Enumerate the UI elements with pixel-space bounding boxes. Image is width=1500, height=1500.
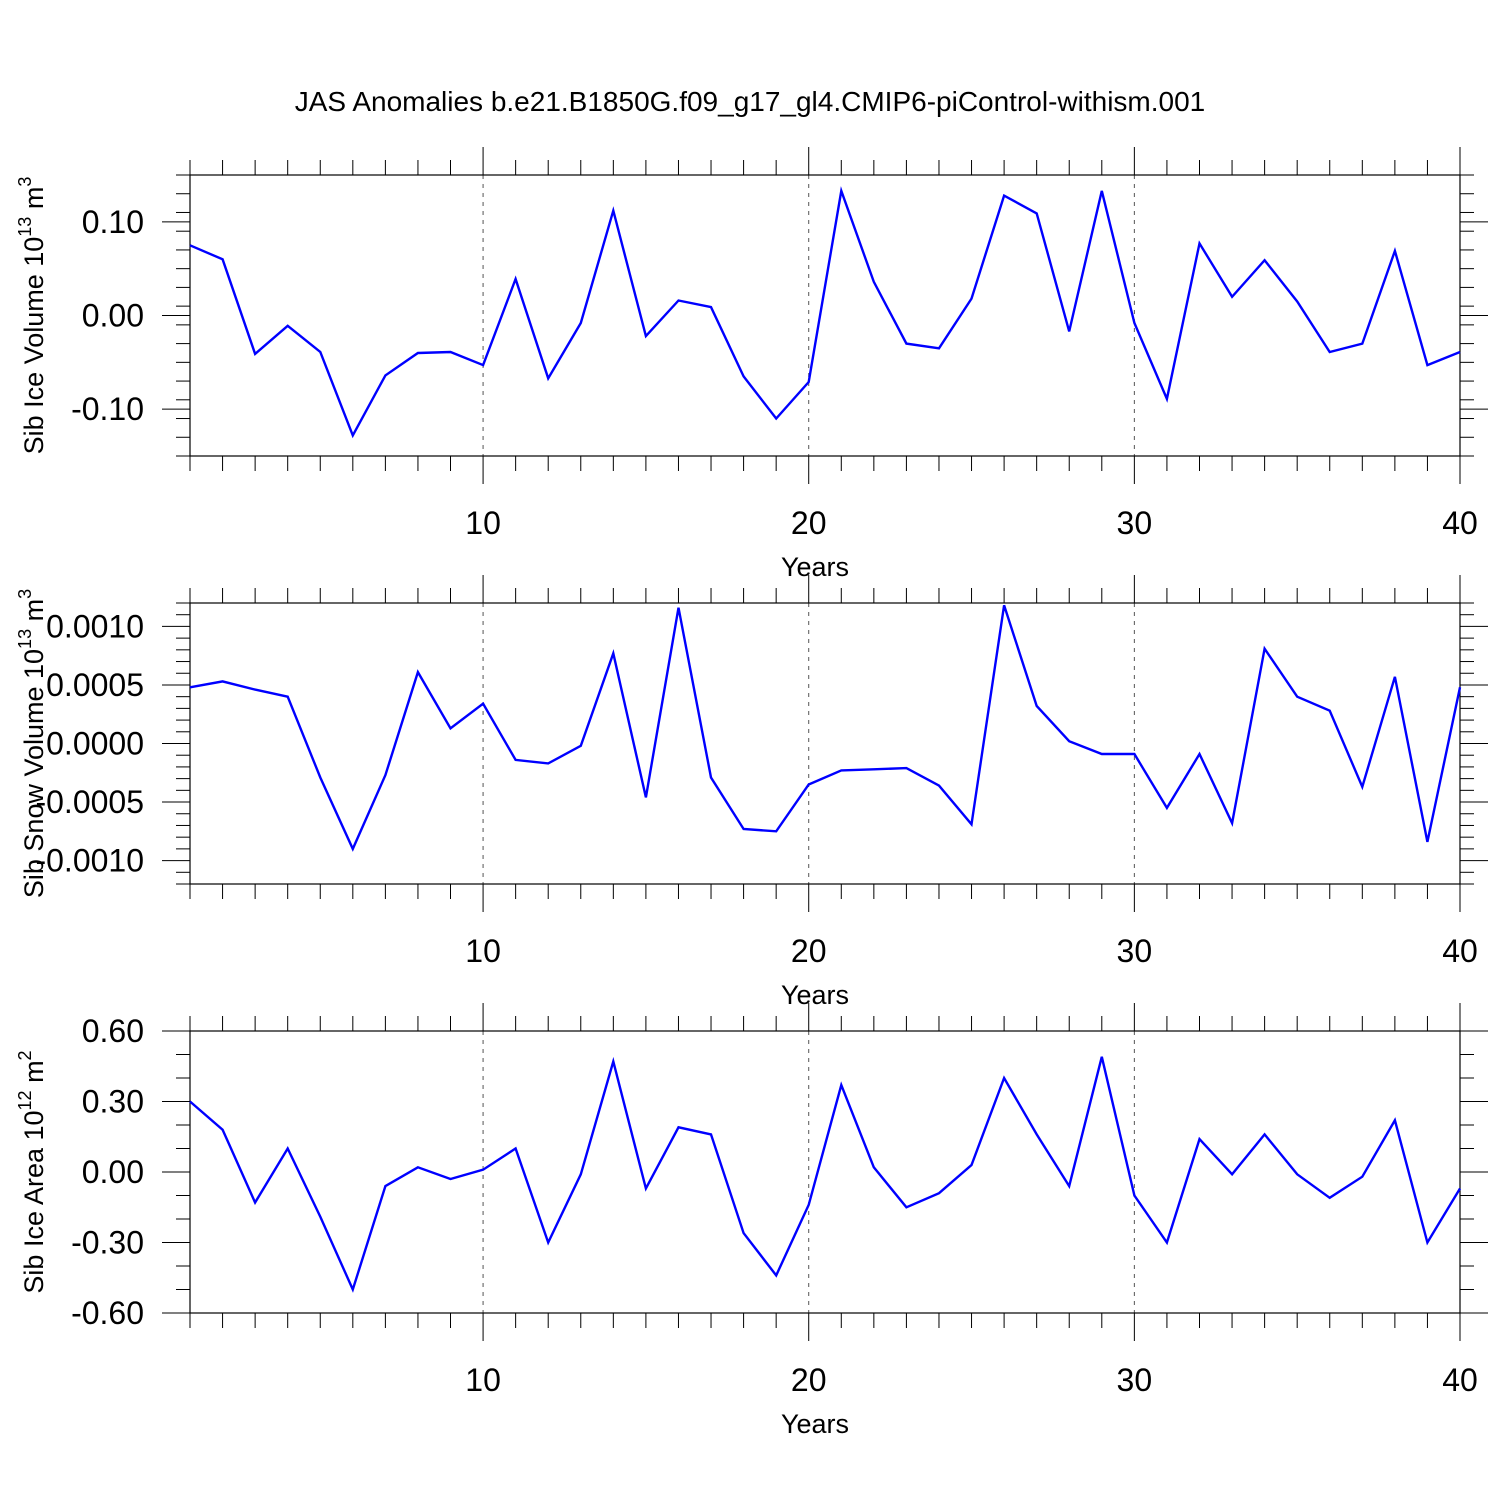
x-axis-label: Years [781,1409,849,1439]
y-tick-label: -0.0010 [35,843,144,879]
y-axis-label: Sib Ice Area 1012 m2 [15,1050,49,1293]
x-tick-label: 10 [465,1362,501,1398]
x-tick-label: 20 [791,1362,827,1398]
series-line [189,604,1462,852]
y-axis-label: Sib Ice Volume 1013 m3 [15,177,49,455]
y-tick-label: 0.60 [82,1013,144,1049]
y-tick-label: -0.30 [71,1225,144,1261]
x-tick-label: 30 [1117,1362,1153,1398]
plot-frame [189,1030,1461,1314]
y-tick-label: 0.0005 [46,667,144,703]
y-tick-label: -0.10 [71,391,144,427]
y-tick-label: 0.00 [82,298,144,334]
x-tick-label: 10 [465,505,501,541]
y-tick-label: -0.0005 [35,784,144,820]
plot-frame [189,174,1461,457]
y-tick-label: -0.60 [71,1295,144,1331]
x-tick-label: 40 [1442,1362,1478,1398]
x-tick-label: 20 [791,933,827,969]
y-tick-label: 0.0000 [46,726,144,762]
series-line [189,186,1461,439]
chart-panels: 10 20 30 40 -0.10 0.00 0.10 Years Sib Ice Volume… [15,147,1488,1439]
panel-1: 10 20 30 40 -0.10 0.00 0.10 Years Sib Ice Volume… [15,147,1488,582]
y-tick-label: 0.10 [82,204,144,240]
panel-3: 10 20 30 40 -0.60 -0.30 0.00 0.30 0.60 Years Sib I… [15,1003,1488,1439]
x-tick-label: 20 [791,505,827,541]
x-tick-label: 10 [465,933,501,969]
x-tick-label: 30 [1117,505,1153,541]
x-tick-label: 40 [1442,505,1478,541]
x-tick-label: 40 [1442,933,1478,969]
x-axis-label: Years [781,980,849,1010]
y-tick-label: 0.30 [82,1084,144,1120]
plot-frame [189,602,1461,885]
x-axis-label: Years [781,552,849,582]
series-line [189,1056,1462,1293]
x-tick-label: 30 [1117,933,1153,969]
y-axis-label: Sib Snow Volume 1013 m3 [15,589,49,898]
y-tick-label: 0.00 [82,1154,144,1190]
chart-title: JAS Anomalies b.e21.B1850G.f09_g17_gl4.C… [295,86,1206,117]
y-tick-label: 0.0010 [46,608,144,644]
panel-2: 10 20 30 40 -0.0010 -0.0005 0.0000 0.0005 0.0010… [15,575,1488,1010]
